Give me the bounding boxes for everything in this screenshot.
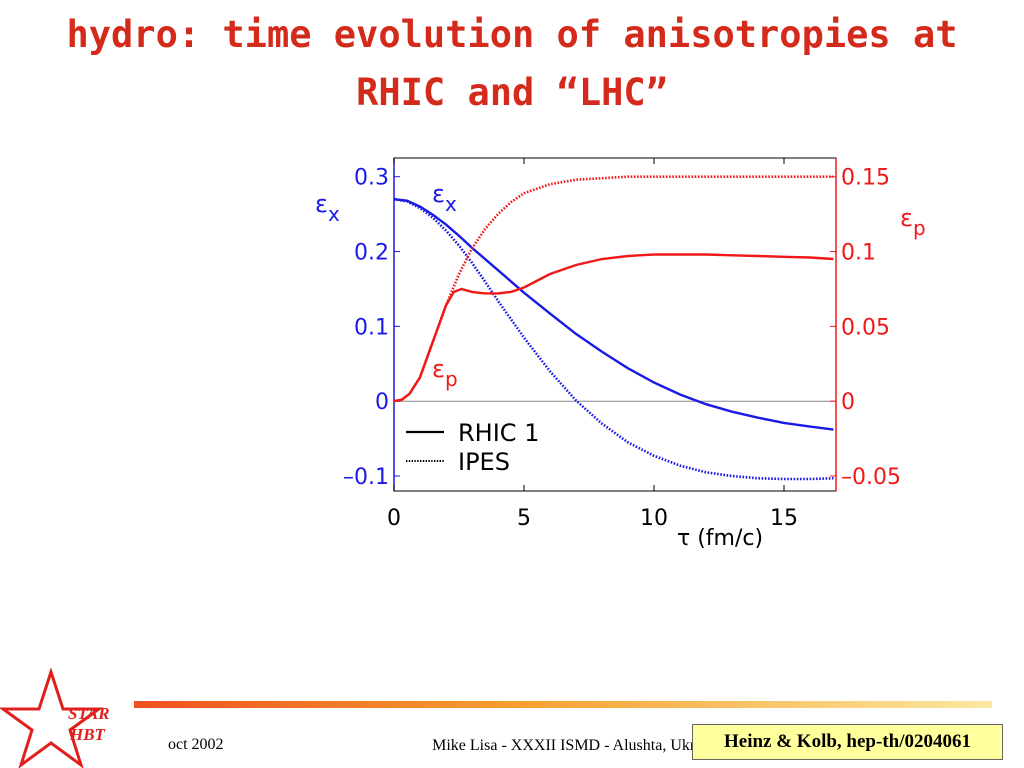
- x-tick-label: 5: [517, 506, 531, 531]
- y-left-tick-label: 0.3: [354, 166, 389, 191]
- star-logo-icon: [0, 668, 104, 768]
- x-tick-label: 0: [387, 506, 401, 531]
- y-left-tick-label: 0.2: [354, 241, 389, 266]
- annotation-eps-p: εp: [432, 355, 458, 391]
- legend-label: IPES: [458, 448, 510, 476]
- anisotropy-chart: 0 5 10 15 τ (fm/c) –0.1 0 0.1 0.2 0.3 –0.05 0 0.05 0.…: [315, 157, 926, 551]
- y-right-axis-title: εp: [900, 204, 926, 240]
- x-tick-label: 15: [770, 506, 798, 531]
- slide-title: hydro: time evolution of anisotropies at…: [0, 6, 1024, 122]
- citation-box: Heinz & Kolb, hep-th/0204061: [692, 724, 1003, 760]
- logo-text-star: STAR: [68, 704, 110, 723]
- y-left-axis-title: εx: [315, 190, 340, 226]
- footer-gradient-bar: [134, 701, 992, 708]
- y-left-tick-label: 0.1: [354, 315, 389, 340]
- y-right-tick-label: 0.05: [841, 315, 890, 340]
- y-right-tick-label: 0: [841, 390, 855, 415]
- y-right-tick-label: 0.1: [841, 241, 876, 266]
- series-ipes-eps-x: [393, 197, 834, 481]
- logo-text-hbt: HBT: [69, 725, 106, 744]
- footer-talk-info: Mike Lisa - XXXII ISMD - Alushta, Ukrain…: [432, 737, 722, 754]
- series-ipes-eps-p: [393, 175, 834, 403]
- legend-label: RHIC 1: [458, 419, 539, 447]
- y-left-tick-label: 0: [375, 390, 389, 415]
- slide-title-line2: RHIC and “LHC”: [356, 71, 668, 114]
- star-hbt-logo: STAR HBT: [0, 668, 110, 768]
- x-tick-label: 10: [640, 506, 668, 531]
- y-right-tick-label: 0.15: [841, 166, 890, 191]
- series-rhic-1-eps-x: [393, 198, 834, 431]
- y-left-tick-label: –0.1: [343, 465, 389, 490]
- annotation-eps-x: εx: [432, 180, 457, 216]
- slide-title-line1: hydro: time evolution of anisotropies at: [66, 13, 958, 56]
- series-rhic-1-eps-p: [393, 253, 834, 403]
- x-axis-label: τ (fm/c): [677, 526, 763, 551]
- footer-date: oct 2002: [168, 736, 224, 753]
- y-right-tick-label: –0.05: [841, 465, 901, 490]
